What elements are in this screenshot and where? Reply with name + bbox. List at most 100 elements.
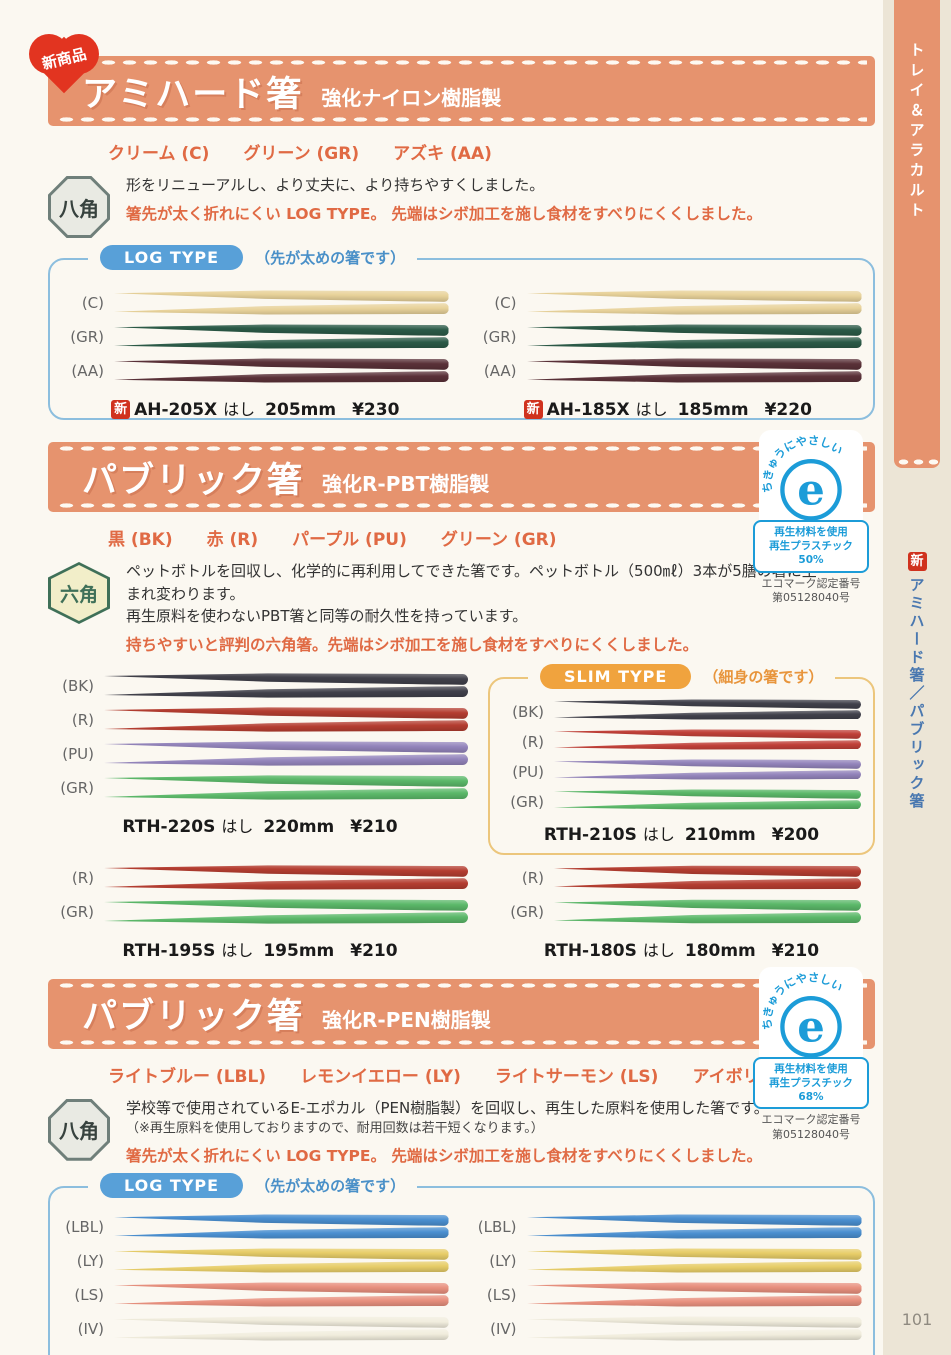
chopsticks-image	[104, 775, 468, 801]
color-code-label: (LS)	[74, 1286, 104, 1304]
model-number: AH-185X	[546, 400, 630, 420]
chopstick-row: (C)	[475, 286, 862, 320]
chopstick-row: (PU)	[52, 737, 468, 771]
hexagon-shape-badge: 六角	[48, 562, 110, 624]
box-type-header: LOG TYPE （先が太めの箸です）	[88, 1173, 418, 1198]
chopsticks-image	[527, 1214, 862, 1240]
color-code-label: (PU)	[62, 744, 94, 763]
section-title: パブリック箸	[82, 997, 305, 1038]
category-tab-label: トレイ＆アラカルト	[907, 42, 926, 222]
chopsticks-image	[527, 1316, 862, 1342]
color-variants-line: 黒 (BK) 赤 (R) パープル (PU) グリーン (GR)	[108, 525, 875, 550]
section-banner: パブリック箸 強化R-PEN樹脂製	[48, 978, 875, 1049]
product-column: (C) (GR) (AA) 新 AH-185X はし 185mm ¥220	[475, 286, 862, 420]
new-product-heart-badge: 新商品	[26, 28, 102, 98]
section-public-rpen: パブリック箸 強化R-PEN樹脂製 ちきゅうにやさしい e 再生材料を使用 再生…	[48, 966, 875, 1355]
chopstick-row: (GR)	[52, 895, 468, 929]
description-accent-line: 箸先が太く折れにくい LOG TYPE。 先端はシボ加工を施し食材をすべりにくく…	[126, 1146, 762, 1165]
chopsticks-image	[554, 789, 861, 815]
description-accent-line: 持ちやすいと評判の六角箸。先端はシボ加工を施し食材をすべりにくくしました。	[126, 635, 699, 654]
section-banner: 新商品 アミハード箸 強化ナイロン樹脂製	[29, 34, 875, 126]
description-block: 八角 学校等で使用されているE-エポカル（PEN樹脂製）を回収し、再生した原料を…	[48, 1095, 875, 1168]
item-price: ¥210	[350, 940, 398, 961]
chopsticks-image	[527, 1248, 862, 1274]
item-size: 180mm	[684, 940, 756, 961]
description-line: 再生原料を使わないPBT箸と同等の耐久性を持っています。	[126, 607, 528, 625]
model-number: RTH-180S	[543, 940, 637, 961]
product-caption: RTH-180S はし 180mm ¥210	[502, 937, 861, 961]
item-size: 205mm	[265, 400, 337, 420]
log-type-badge: LOG TYPE	[100, 245, 244, 270]
model-number: RTH-210S	[543, 824, 637, 845]
eco-recycle-label: 再生材料を使用 再生プラスチック50%	[753, 520, 869, 573]
chopstick-row: (R)	[502, 861, 861, 895]
chopstick-row: (AA)	[62, 354, 449, 388]
color-variant: グリーン (GR)	[243, 144, 360, 164]
item-type: はし	[635, 400, 668, 419]
color-code-label: (BK)	[62, 676, 94, 695]
chopsticks-image	[527, 324, 862, 350]
description-block: 八角 形をリニューアルし、より丈夫に、より持ちやすくしました。 箸先が太く折れに…	[48, 172, 875, 238]
color-code-label: (C)	[494, 294, 517, 312]
item-type: はし	[223, 400, 256, 419]
item-size: 210mm	[684, 824, 756, 845]
product-box-logtype: LOG TYPE （先が太めの箸です） (LBL) (LY) (LS)	[48, 1173, 875, 1355]
product-caption: RTH-195S はし 195mm ¥210	[52, 937, 468, 961]
new-badge: 新	[111, 400, 131, 419]
product-group: (R) (GR) RTH-195S はし 195mm ¥210	[48, 861, 468, 961]
chopsticks-image	[104, 707, 468, 733]
chopstick-row: (R)	[52, 861, 468, 895]
slim-type-badge: SLIM TYPE	[540, 663, 692, 689]
chopsticks-image	[527, 1282, 862, 1308]
chopstick-row: (IV)	[62, 1312, 449, 1346]
eco-mark-logo: ちきゅうにやさしい e	[759, 966, 863, 1071]
chopstick-row: (PU)	[502, 757, 861, 787]
new-badge: 新	[907, 552, 927, 571]
color-variants-line: クリーム (C) グリーン (GR) アズキ (AA)	[108, 139, 875, 164]
chopsticks-image	[114, 290, 449, 316]
description-text: 学校等で使用されているE-エポカル（PEN樹脂製）を回収し、再生した原料を使用し…	[126, 1095, 769, 1168]
item-size: 185mm	[677, 400, 749, 420]
color-code-label: (GR)	[60, 902, 94, 921]
section-subtitle: 強化R-PEN樹脂製	[322, 1008, 491, 1033]
color-code-label: (LY)	[76, 1252, 104, 1270]
color-code-label: (LBL)	[65, 1218, 104, 1236]
eco-mark: ちきゅうにやさしい e 再生材料を使用 再生プラスチック68% エコマーク認定番…	[753, 966, 869, 1142]
color-code-label: (IV)	[77, 1320, 104, 1338]
description-line: 形をリニューアルし、より丈夫に、より持ちやすくしました。	[126, 176, 545, 194]
description-note-line: （※再生原料を使用しておりますので、耐用回数は若干短くなります。）	[126, 1121, 544, 1137]
model-number: RTH-195S	[122, 940, 216, 961]
category-label-text: アミハード箸／パブリック箸	[907, 577, 926, 811]
color-code-label: (GR)	[510, 792, 544, 811]
item-type: はし	[221, 940, 254, 960]
product-caption: 新 AH-185X はし 185mm ¥220	[475, 396, 862, 420]
chopstick-row: (LY)	[62, 1244, 449, 1278]
chopsticks-image	[104, 899, 468, 925]
section-title: アミハード箸	[82, 74, 304, 115]
chopsticks-image	[104, 865, 468, 891]
color-code-label: (GR)	[510, 902, 544, 921]
catalog-page: 新商品 アミハード箸 強化ナイロン樹脂製 クリーム (C) グリーン (GR) …	[0, 0, 883, 1355]
color-variant: パープル (PU)	[292, 530, 407, 550]
color-variant: 赤 (R)	[206, 530, 259, 550]
eco-cert-number: エコマーク認定番号 第05128040号	[761, 576, 861, 604]
color-code-label: (C)	[81, 294, 104, 312]
product-group: (R) (GR) RTH-180S はし 180mm ¥210	[488, 861, 875, 961]
section-title: パブリック箸	[82, 460, 305, 501]
new-product-badge-label: 新商品	[40, 44, 89, 73]
svg-text:e: e	[797, 465, 825, 516]
item-price: ¥200	[771, 824, 820, 845]
product-caption: 新 AH-205X はし 205mm ¥230	[62, 396, 449, 420]
color-code-label: (R)	[71, 710, 94, 729]
page-margin-bar: トレイ＆アラカルト 新 アミハード箸／パブリック箸 101	[883, 0, 951, 1355]
section-subtitle: 強化ナイロン樹脂製	[321, 85, 502, 110]
product-caption: RTH-220S はし 220mm ¥210	[52, 813, 468, 837]
octagon-shape-badge: 八角	[48, 1098, 110, 1161]
chopsticks-image	[554, 699, 861, 725]
description-block: 六角 ペットボトルを回収し、化学的に再利用してできた箸です。ペットボトル（500…	[48, 558, 875, 657]
chopstick-row: (GR)	[52, 771, 468, 805]
color-variant: ライトブルー (LBL)	[108, 1066, 267, 1087]
chopsticks-image	[104, 673, 468, 699]
item-price: ¥210	[350, 816, 398, 837]
chopstick-row: (BK)	[502, 697, 861, 727]
